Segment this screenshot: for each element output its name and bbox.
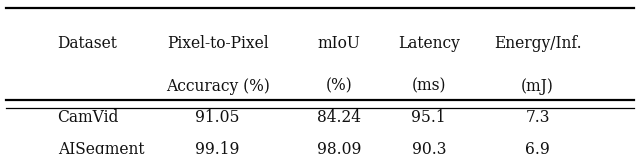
Text: Pixel-to-Pixel: Pixel-to-Pixel [167,35,268,52]
Text: 7.3: 7.3 [525,109,550,126]
Text: Dataset: Dataset [58,35,118,52]
Text: Energy/Inf.: Energy/Inf. [494,35,581,52]
Text: 99.19: 99.19 [195,141,240,154]
Text: 98.09: 98.09 [317,141,362,154]
Text: 95.1: 95.1 [412,109,446,126]
Text: CamVid: CamVid [58,109,119,126]
Text: 91.05: 91.05 [195,109,240,126]
Text: Accuracy (%): Accuracy (%) [166,78,269,95]
Text: 6.9: 6.9 [525,141,550,154]
Text: (%): (%) [326,78,353,95]
Text: 84.24: 84.24 [317,109,361,126]
Text: Latency: Latency [398,35,460,52]
Text: AISegment: AISegment [58,141,144,154]
Text: 90.3: 90.3 [412,141,446,154]
Text: (mJ): (mJ) [521,78,554,95]
Text: mIoU: mIoU [318,35,360,52]
Text: (ms): (ms) [412,78,446,95]
